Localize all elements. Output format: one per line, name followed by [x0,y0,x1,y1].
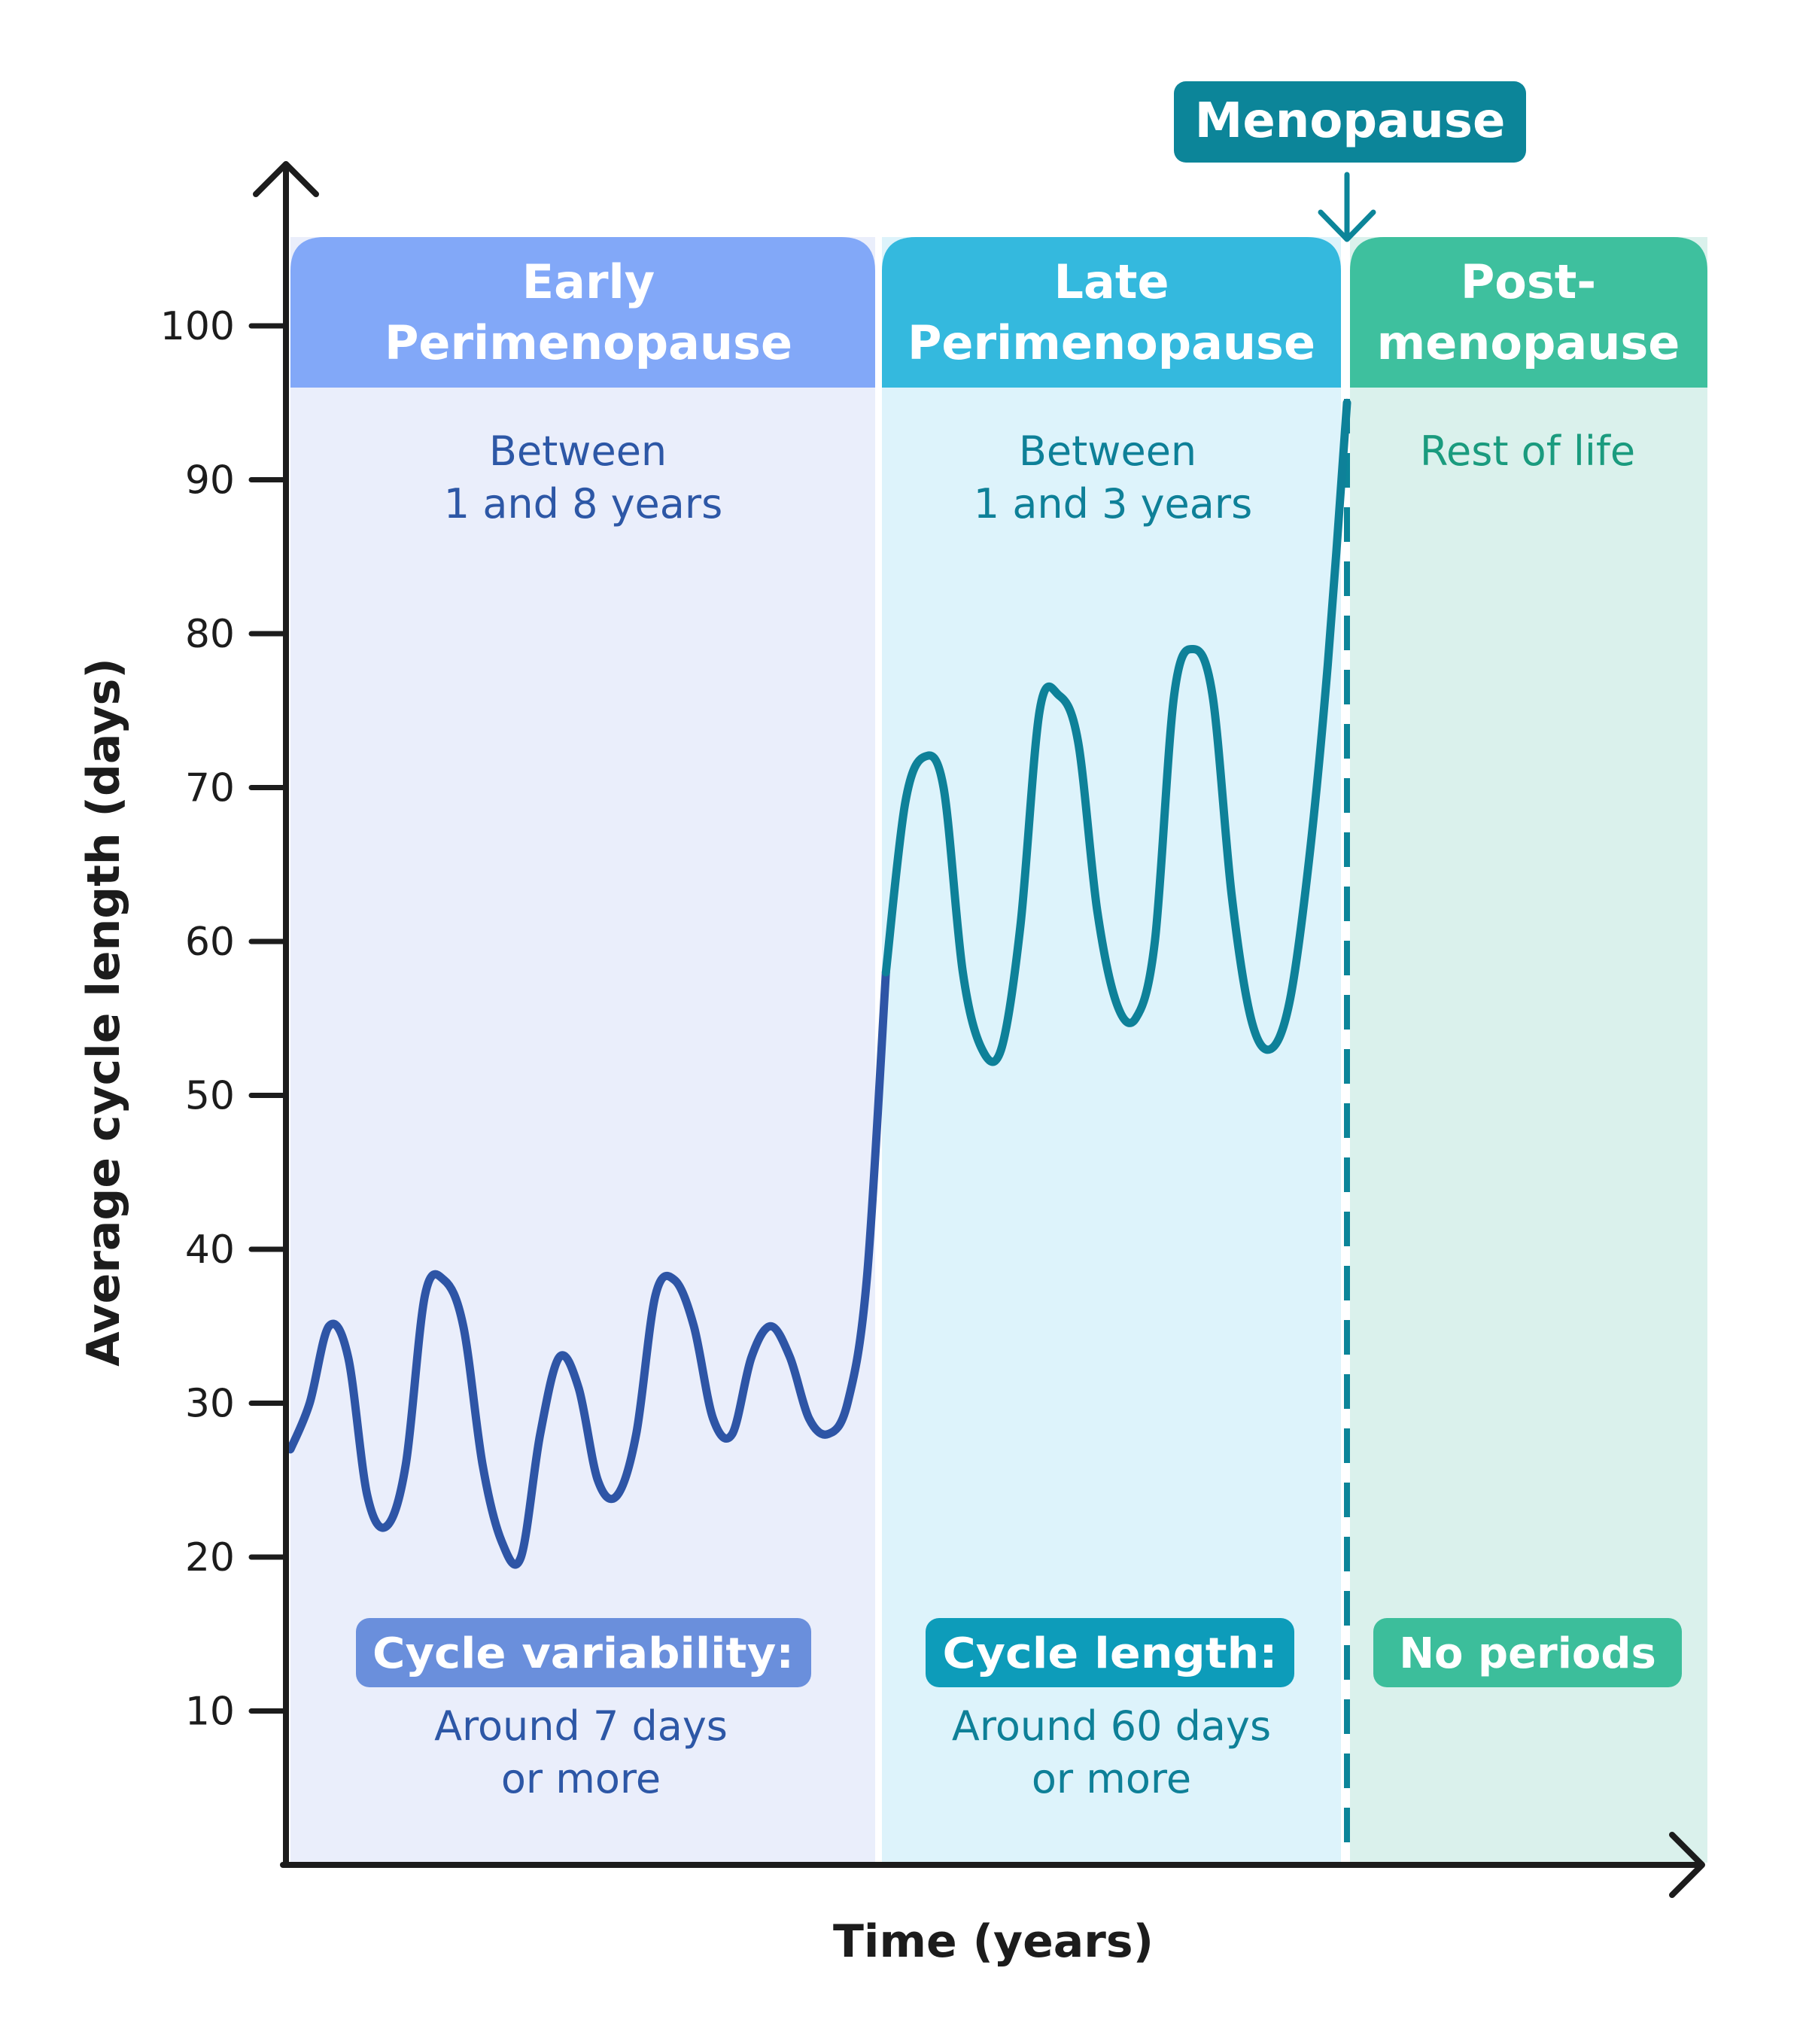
x-axis-label: Time (years) [833,1915,1154,1968]
post-phase-header [1350,237,1707,388]
late-phase-note-line2: or more [1032,1755,1191,1802]
late-phase-header [882,237,1341,388]
early-phase-title-line1: Early [522,254,655,309]
late-phase-duration-line1: Between [1019,427,1196,475]
y-tick-label: 30 [185,1382,235,1427]
y-tick-label: 60 [185,920,235,965]
late-phase-duration-line2: 1 and 3 years [974,480,1252,528]
late-phase-title-line2: Perimenopause [908,315,1315,370]
early-phase-note-line1: Around 7 days [434,1702,728,1750]
y-tick-label: 90 [185,458,235,503]
late-phase-note-line1: Around 60 days [952,1702,1271,1750]
post-phase-title-line2: menopause [1377,315,1680,370]
post-phase-title-line1: Post- [1461,254,1596,309]
cycle-line-early [286,968,890,1569]
y-tick-label: 10 [185,1690,235,1735]
y-axis-arrow-icon [253,161,319,197]
early-phase-badge-bg [356,1618,811,1687]
early-phase-header [290,237,875,388]
y-ticks: 10 20 30 40 50 60 70 80 90 100 [160,304,289,1735]
early-phase-duration-line2: 1 and 8 years [444,480,722,528]
early-phase-note-line2: or more [501,1755,661,1802]
y-tick-label: 80 [185,612,235,657]
y-tick-label: 40 [185,1227,235,1273]
early-phase-badge: Cycle variability: [372,1629,794,1678]
y-tick-label: 20 [185,1535,235,1580]
y-tick-label: 100 [160,304,235,349]
post-phase-badge: No periods [1399,1629,1656,1678]
post-phase-badge-bg [1373,1618,1682,1687]
cycle-line-late [881,398,1351,1066]
menopause-label: Menopause [1195,93,1506,149]
early-phase-bg [290,237,875,1863]
menopause-arrow-head [1318,209,1376,242]
post-phase-duration-line1: Rest of life [1420,427,1635,475]
early-phase-duration-line1: Between [489,427,667,475]
y-tick-label: 70 [185,766,235,811]
late-phase-badge-bg [926,1618,1294,1687]
early-phase-title-line2: Perimenopause [385,315,792,370]
post-phase-bg [1350,237,1707,1863]
y-tick-label: 50 [185,1074,235,1119]
menopause-label-bg [1174,81,1526,163]
y-axis-label: Average cycle length (days) [78,658,130,1367]
late-phase-badge: Cycle length: [943,1629,1278,1678]
late-phase-title-line1: Late [1054,254,1169,309]
x-axis-arrow-icon [1669,1832,1705,1898]
